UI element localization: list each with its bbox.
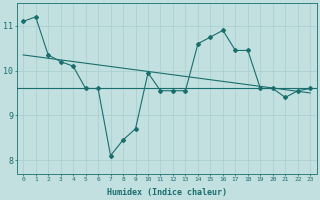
X-axis label: Humidex (Indice chaleur): Humidex (Indice chaleur) (107, 188, 227, 197)
